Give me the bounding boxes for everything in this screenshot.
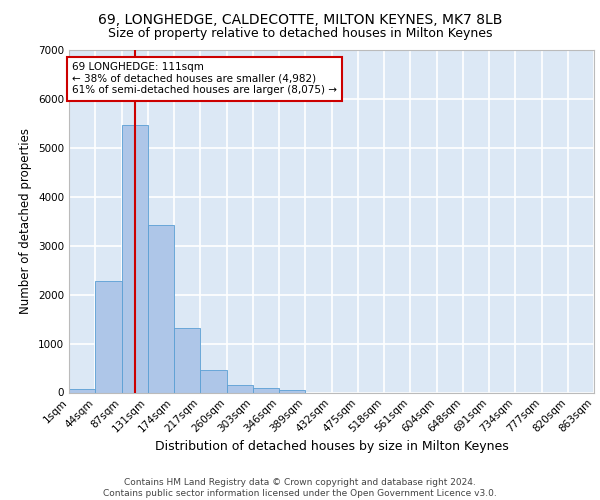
Bar bbox=[121, 125, 148, 392]
Bar bbox=[227, 385, 253, 392]
Bar bbox=[148, 224, 174, 392]
Y-axis label: Number of detached properties: Number of detached properties bbox=[19, 128, 32, 314]
Text: 69 LONGHEDGE: 111sqm
← 38% of detached houses are smaller (4,982)
61% of semi-de: 69 LONGHEDGE: 111sqm ← 38% of detached h… bbox=[72, 62, 337, 96]
Bar bbox=[174, 328, 200, 392]
Text: 69, LONGHEDGE, CALDECOTTE, MILTON KEYNES, MK7 8LB: 69, LONGHEDGE, CALDECOTTE, MILTON KEYNES… bbox=[98, 12, 502, 26]
Bar bbox=[200, 370, 227, 392]
Bar bbox=[279, 390, 305, 392]
X-axis label: Distribution of detached houses by size in Milton Keynes: Distribution of detached houses by size … bbox=[155, 440, 508, 453]
Text: Size of property relative to detached houses in Milton Keynes: Size of property relative to detached ho… bbox=[108, 28, 492, 40]
Bar bbox=[69, 388, 95, 392]
Text: Contains HM Land Registry data © Crown copyright and database right 2024.
Contai: Contains HM Land Registry data © Crown c… bbox=[103, 478, 497, 498]
Bar bbox=[253, 388, 279, 392]
Bar bbox=[95, 282, 121, 393]
